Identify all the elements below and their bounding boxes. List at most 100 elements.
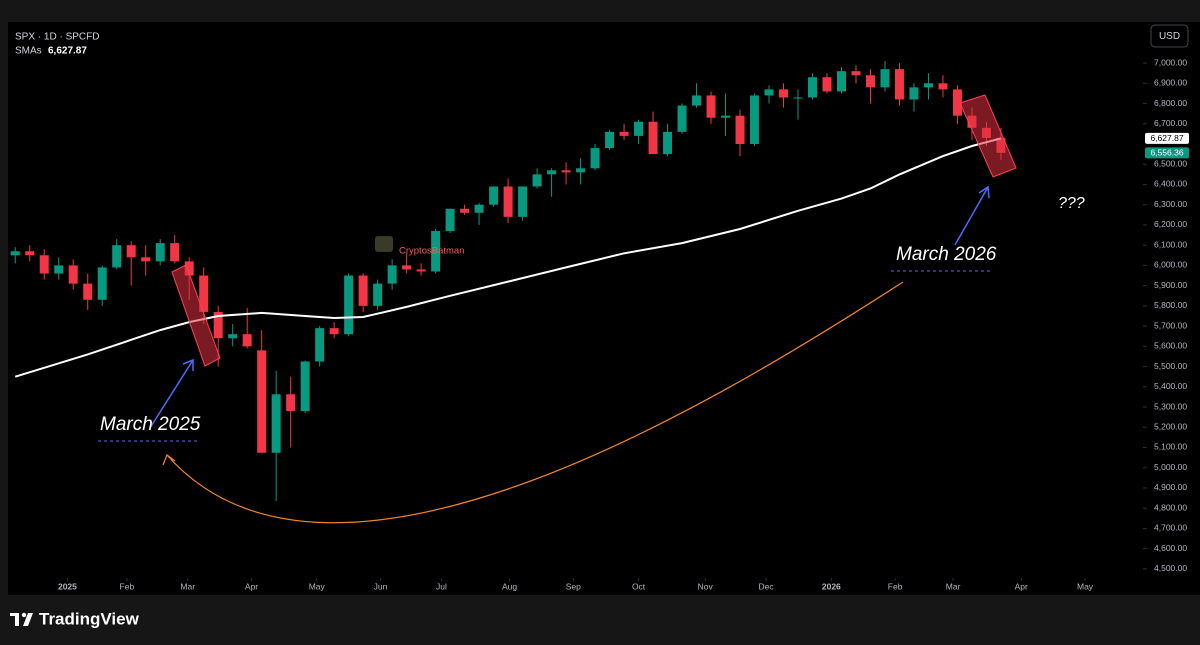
legend-sma-value: 6,627.87 [48, 46, 87, 57]
arrow-head [978, 185, 990, 199]
candle-body [576, 168, 586, 173]
y-tick-label: 5,700.00 [1154, 320, 1187, 330]
candle-body [735, 115, 745, 145]
candle-body [286, 394, 296, 412]
candle-body [793, 97, 803, 99]
x-tick-label: Jun [374, 581, 388, 591]
candle-body [532, 174, 542, 187]
annotation-text: March 2025 [100, 414, 201, 435]
y-tick-label: 5,800.00 [1154, 300, 1187, 310]
candle-body [706, 95, 716, 118]
candle-body [634, 121, 644, 136]
arrow-head [162, 454, 176, 466]
candle-body [10, 251, 20, 256]
candle-body [199, 275, 209, 312]
y-tick-label: 6,200.00 [1154, 219, 1187, 229]
x-tick-label: Dec [759, 581, 775, 591]
candle-body [894, 69, 904, 100]
time-axis [8, 578, 1200, 595]
candle-body [721, 115, 731, 118]
x-tick-label: Sep [566, 581, 581, 591]
candle-body [387, 265, 397, 284]
candle-body [141, 257, 151, 262]
candle-body [184, 261, 194, 276]
candle-body [750, 95, 760, 145]
candle-body [39, 255, 49, 274]
annotation-text: March 2026 [896, 244, 997, 265]
candle-body [938, 83, 948, 90]
candle-body [605, 131, 615, 149]
x-tick-label: Feb [120, 581, 135, 591]
y-tick-label: 6,000.00 [1154, 260, 1187, 270]
highlight-box [959, 94, 1017, 178]
candle-body [880, 69, 890, 88]
candle-body [561, 170, 571, 173]
brand-logo [10, 612, 33, 626]
x-tick-label: 2026 [822, 581, 841, 591]
candle-body [242, 334, 252, 347]
x-tick-label: Apr [1015, 581, 1028, 591]
y-tick-label: 4,500.00 [1154, 563, 1187, 573]
y-tick-label: 6,900.00 [1154, 78, 1187, 88]
candle-body [344, 275, 354, 335]
candle-body [329, 328, 339, 335]
candle-body [170, 243, 180, 262]
y-tick-label: 4,600.00 [1154, 543, 1187, 553]
y-tick-label: 6,700.00 [1154, 118, 1187, 128]
price-axis [1143, 22, 1200, 578]
y-tick-label: 4,900.00 [1154, 482, 1187, 492]
candle-body [952, 89, 962, 116]
candle-body [373, 283, 383, 306]
price-tag [1145, 132, 1189, 144]
candle-body [851, 71, 861, 76]
y-tick-label: 5,900.00 [1154, 280, 1187, 290]
highlight-box [171, 264, 221, 367]
candle-body [358, 275, 368, 306]
candle-body [68, 265, 78, 284]
candle-body [271, 394, 281, 453]
curve-arrow [166, 281, 904, 524]
y-tick-label: 4,700.00 [1154, 523, 1187, 533]
price-tag [1145, 147, 1189, 159]
candle-body [213, 311, 223, 339]
y-tick-label: 5,200.00 [1154, 422, 1187, 432]
candle-body [431, 231, 441, 272]
candle-body [112, 245, 122, 268]
y-tick-label: 4,800.00 [1154, 502, 1187, 512]
candle-body [764, 89, 774, 96]
currency-button[interactable] [1150, 24, 1189, 48]
x-tick-label: Nov [698, 581, 714, 591]
watermark: CryptosBatman [399, 246, 464, 257]
candle-body [648, 121, 658, 155]
x-tick-label: Apr [245, 581, 258, 591]
y-tick-label: 6,500.00 [1154, 158, 1187, 168]
x-tick-label: Jul [436, 581, 447, 591]
marks: 4,500.00 4,600.00 4,700.00 4,800.00 4,900.00… [10, 57, 1189, 591]
candle-body [619, 131, 629, 136]
x-tick-label: Mar [946, 581, 961, 591]
candle-body [503, 186, 513, 217]
logo-part [23, 613, 33, 626]
watermark-icon [375, 236, 393, 252]
logo-part [10, 613, 19, 616]
arrow [149, 359, 194, 429]
candle-body [677, 105, 687, 132]
y-tick-label: 5,400.00 [1154, 381, 1187, 391]
y-tick-label: 6,800.00 [1154, 98, 1187, 108]
brand-name: TradingView [39, 609, 140, 628]
arrow [954, 186, 989, 246]
x-tick-label: Aug [502, 581, 517, 591]
currency-label[interactable]: USD [1159, 31, 1180, 42]
candle-body [155, 243, 165, 262]
candle-body [445, 208, 455, 232]
y-tick-label: 5,500.00 [1154, 361, 1187, 371]
candle-body [474, 204, 484, 213]
x-tick-label: Oct [632, 581, 646, 591]
legend-sma: SMAs [15, 46, 42, 57]
candle-body [547, 170, 557, 175]
annotation-text: ??? [1058, 195, 1085, 212]
candle-body [779, 89, 789, 98]
candle-body [25, 251, 35, 256]
x-tick-label: May [309, 581, 326, 591]
